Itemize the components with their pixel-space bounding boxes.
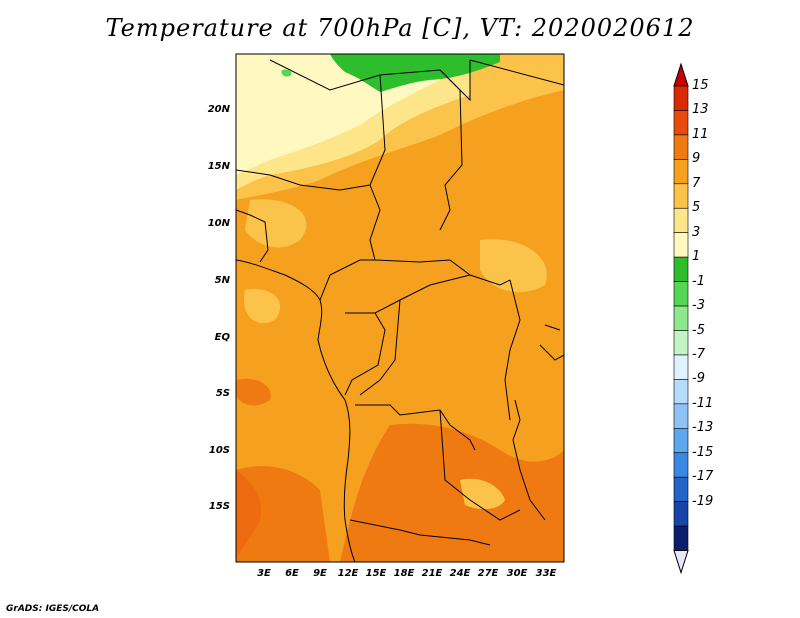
colorbar-label: 1 [692, 249, 701, 265]
lon-tick-label: 24E [449, 568, 471, 579]
colorbar-segment [673, 305, 689, 331]
colorbar-segment [673, 110, 689, 136]
colorbar-segment [673, 281, 689, 307]
colorbar-segment [673, 476, 689, 502]
colorbar-label: 3 [692, 224, 701, 240]
country-borders [236, 59, 564, 562]
lon-tick-label: 3E [257, 568, 271, 579]
lon-tick-label: 6E [285, 568, 299, 579]
colorbar-label: -11 [692, 395, 714, 411]
lat-tick-label: 15N [207, 161, 230, 172]
lat-tick-label: 10N [207, 218, 230, 229]
lat-tick-label: 20N [207, 104, 230, 115]
colorbar-segment [673, 501, 689, 527]
colorbar-segment [673, 354, 689, 380]
colorbar-segment [673, 134, 689, 160]
colorbar-label: -3 [692, 298, 705, 314]
credit-text: GrADS: IGES/COLA [6, 604, 100, 614]
lon-tick-label: 15E [365, 568, 387, 579]
colorbar-label: -5 [692, 322, 705, 338]
lon-tick-label: 33E [535, 568, 557, 579]
colorbar-segment [673, 427, 689, 454]
lon-tick-label: 9E [313, 568, 327, 579]
colorbar-label: 5 [692, 200, 701, 216]
colorbar-label: 11 [692, 126, 709, 142]
colorbar-label: 13 [692, 102, 709, 118]
colorbar-segment [673, 159, 689, 185]
colorbar-segment [673, 403, 689, 429]
colorbar-segment [673, 85, 689, 111]
colorbar-segment [673, 330, 689, 356]
map-frame [235, 53, 565, 563]
colorbar-bottom-arrow [673, 550, 689, 575]
colorbar-segment [673, 525, 689, 551]
lat-tick-label: 5S [215, 388, 230, 399]
colorbar-label: -9 [692, 371, 705, 387]
colorbar-label: -17 [692, 469, 714, 485]
lon-tick-label: 30E [506, 568, 528, 579]
colorbar-segment [673, 207, 689, 234]
lon-tick-label: 12E [337, 568, 359, 579]
colorbar-segment [673, 379, 689, 405]
colorbar-segment [673, 452, 689, 478]
lat-tick-label: EQ [214, 332, 230, 343]
colorbar-segment [673, 256, 689, 282]
colorbar-label: -7 [692, 346, 705, 362]
colorbar-segment [673, 183, 689, 209]
lon-tick-label: 18E [393, 568, 415, 579]
lat-tick-label: 5N [214, 275, 230, 286]
colorbar [673, 62, 689, 575]
temperature-field [236, 54, 564, 562]
colorbar-label: 7 [692, 175, 701, 191]
colorbar-segment [673, 232, 689, 258]
lon-tick-label: 21E [421, 568, 443, 579]
lon-tick-label: 27E [477, 568, 499, 579]
colorbar-top-arrow [673, 62, 689, 87]
colorbar-label: -13 [692, 420, 714, 436]
colorbar-label: 9 [692, 151, 701, 167]
colorbar-label: 15 [692, 78, 709, 93]
lat-tick-label: 15S [208, 501, 230, 512]
lat-tick-label: 10S [208, 445, 230, 456]
colorbar-label: -1 [692, 273, 705, 289]
colorbar-label: -19 [692, 493, 714, 509]
map-title: Temperature at 700hPa [C], VT: 202002061… [105, 14, 695, 42]
colorbar-label: -15 [692, 444, 714, 460]
